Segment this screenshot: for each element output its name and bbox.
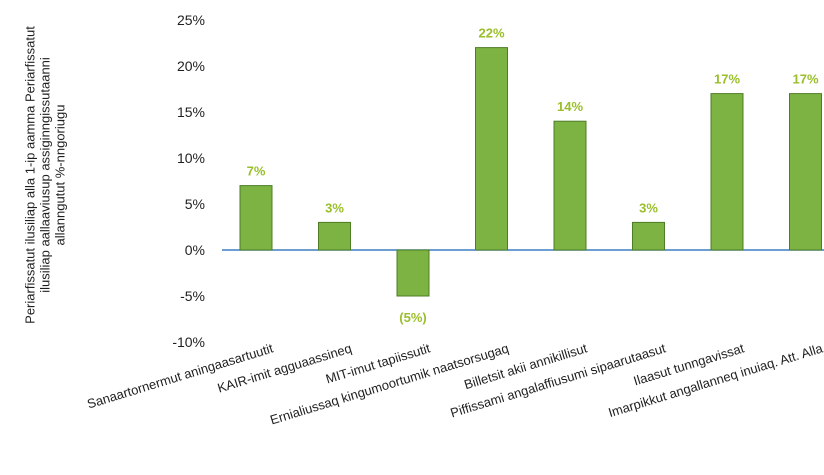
bar bbox=[632, 221, 665, 251]
y-tick-labels: 25% 20% 15% 10% 5% 0% -5% -10% bbox=[172, 12, 205, 350]
y-tick-label: 5% bbox=[185, 196, 205, 212]
data-label: 14% bbox=[557, 99, 583, 114]
y-axis-title-line-2: ilusiliap aallaaviusup assiginngissutaan… bbox=[37, 57, 53, 293]
data-label: 7% bbox=[247, 164, 266, 179]
bar bbox=[710, 93, 744, 251]
y-tick-label: 20% bbox=[177, 58, 205, 74]
data-label: 3% bbox=[325, 200, 344, 215]
bar bbox=[553, 120, 587, 251]
bar bbox=[789, 93, 822, 251]
data-labels: 7% 3% (5%) 22% 14% 3% 17% 17% bbox=[247, 26, 819, 325]
y-tick-label: 25% bbox=[177, 12, 205, 28]
bar bbox=[318, 221, 351, 251]
data-label: 22% bbox=[478, 26, 504, 41]
x-category-label: KAIR-imit agguaassineq bbox=[216, 341, 354, 396]
bars bbox=[239, 47, 822, 297]
y-axis-title-line-1: Periarfissatut ilusiliap alla 1-ip aamma… bbox=[22, 26, 38, 324]
y-tick-label: 0% bbox=[185, 242, 205, 258]
y-tick-label: -5% bbox=[180, 288, 205, 304]
bar bbox=[396, 249, 430, 297]
data-label: (5%) bbox=[399, 310, 426, 325]
data-label: 3% bbox=[639, 200, 658, 215]
y-axis-title-line-3: allanngutut %-nngoriugu bbox=[52, 104, 68, 246]
data-label: 17% bbox=[714, 72, 740, 87]
y-tick-label: 10% bbox=[177, 150, 205, 166]
y-axis-title: Periarfissatut ilusiliap alla 1-ip aamma… bbox=[6, 10, 84, 340]
bar bbox=[239, 185, 273, 251]
x-category-labels: Sanaartornermut aningaasartuutitKAIR-imi… bbox=[85, 340, 824, 427]
data-label: 17% bbox=[792, 72, 818, 87]
y-tick-label: 15% bbox=[177, 104, 205, 120]
bar bbox=[475, 47, 508, 251]
y-tick-label: -10% bbox=[172, 334, 205, 350]
